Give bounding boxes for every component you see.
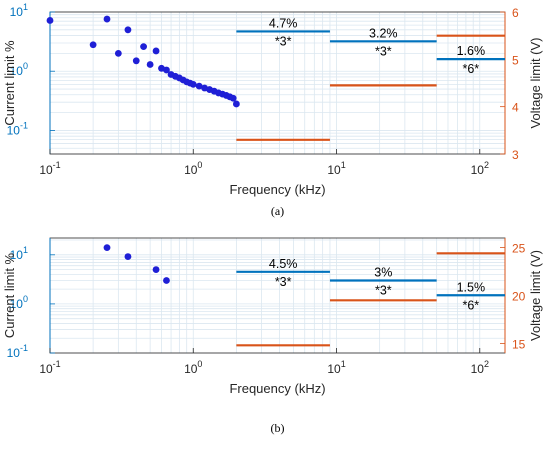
limit-percent-label: 4.7% bbox=[269, 16, 298, 30]
x-tick-label: 100 bbox=[184, 359, 202, 376]
data-point bbox=[152, 47, 160, 55]
x-tick-label: 10-1 bbox=[39, 359, 60, 376]
data-point bbox=[195, 82, 203, 90]
yl-tick-label-base: 10 bbox=[7, 346, 21, 360]
yl-tick-label: 10-1 bbox=[7, 343, 28, 360]
x-tick-label: 102 bbox=[471, 359, 489, 376]
x-tick-label-exp: 2 bbox=[484, 359, 489, 369]
limit-multiplier-label: *3* bbox=[375, 44, 392, 58]
yr-tick-label: 20 bbox=[512, 290, 526, 304]
data-point bbox=[163, 66, 170, 74]
yl-tick-label: 101 bbox=[10, 2, 28, 19]
x-tick-label-base: 10 bbox=[39, 163, 53, 177]
x-tick-label-exp: 1 bbox=[341, 359, 346, 369]
yr-tick-label: 25 bbox=[512, 242, 526, 256]
voltage-limit-segments bbox=[236, 34, 505, 141]
limit-multiplier-label: *6* bbox=[462, 298, 479, 312]
yl-tick-label-exp: -1 bbox=[20, 120, 28, 130]
x-tick-label-base: 10 bbox=[471, 163, 485, 177]
limit-multiplier-label: *3* bbox=[375, 283, 392, 297]
data-point bbox=[189, 80, 197, 88]
x-tick-label: 101 bbox=[327, 359, 345, 376]
left-axis-label: Current limit % bbox=[2, 40, 17, 126]
data-point bbox=[103, 244, 111, 252]
current-limit-segments: 4.7% *3* 3.2% *3* 1.6% *6* bbox=[236, 16, 505, 76]
yr-tick-label: 3 bbox=[512, 148, 519, 162]
x-tick-label-exp: 2 bbox=[484, 160, 489, 170]
data-point bbox=[103, 15, 111, 23]
x-tick-label-base: 10 bbox=[184, 362, 198, 376]
x-tick-label-exp: 0 bbox=[197, 160, 202, 170]
data-point bbox=[152, 266, 160, 273]
x-tick-label: 10-1 bbox=[39, 160, 60, 177]
right-axis-label: Voltage limit (V) bbox=[528, 250, 543, 341]
yl-tick-label-exp: -1 bbox=[20, 343, 28, 353]
limit-percent-label: 1.6% bbox=[457, 44, 486, 58]
x-tick-label-base: 10 bbox=[39, 362, 53, 376]
left-axis-label: Current limit % bbox=[2, 252, 17, 338]
data-point bbox=[140, 43, 147, 51]
yl-tick-label-base: 10 bbox=[10, 5, 24, 19]
data-point bbox=[229, 94, 237, 102]
yr-tick-label: 5 bbox=[512, 53, 519, 67]
yl-tick-label-base: 10 bbox=[10, 297, 24, 311]
current-points bbox=[46, 15, 240, 108]
right-axis-label: Voltage limit (V) bbox=[528, 37, 543, 128]
data-point bbox=[46, 17, 54, 24]
limit-percent-label: 1.5% bbox=[457, 280, 486, 294]
figure-caption: (b) bbox=[271, 421, 285, 435]
yl-tick-label-exp: 1 bbox=[23, 2, 28, 12]
limit-percent-label: 3% bbox=[374, 265, 392, 279]
current-limit-segments: 4.5% *3* 3% *3* 1.5% *6* bbox=[236, 257, 505, 312]
data-point bbox=[114, 49, 122, 57]
yl-tick-label: 101 bbox=[10, 245, 28, 262]
x-axis-label: Frequency (kHz) bbox=[229, 381, 325, 396]
yl-tick-label-base: 10 bbox=[7, 123, 21, 137]
limit-percent-label: 4.5% bbox=[269, 257, 298, 271]
x-tick-label-exp: -1 bbox=[53, 160, 61, 170]
data-point bbox=[132, 57, 140, 65]
data-point bbox=[124, 26, 132, 34]
yr-tick-label: 15 bbox=[512, 337, 526, 351]
yl-tick-label-base: 10 bbox=[10, 248, 24, 262]
limit-multiplier-label: *6* bbox=[462, 62, 479, 76]
data-point bbox=[89, 41, 97, 49]
x-tick-label-exp: 1 bbox=[341, 160, 346, 170]
yl-tick-label-base: 10 bbox=[10, 64, 24, 78]
limit-percent-label: 3.2% bbox=[369, 26, 398, 40]
voltage-limit-segments bbox=[236, 252, 505, 347]
x-tick-label-base: 10 bbox=[184, 163, 198, 177]
limit-multiplier-label: *3* bbox=[275, 34, 292, 48]
data-point bbox=[163, 277, 170, 284]
data-point bbox=[232, 100, 240, 108]
data-point bbox=[146, 61, 154, 68]
yl-tick-label: 100 bbox=[10, 294, 28, 311]
grid bbox=[49, 11, 505, 155]
figure-caption: (a) bbox=[271, 204, 284, 218]
x-tick-label: 100 bbox=[184, 160, 202, 177]
x-tick-label-base: 10 bbox=[327, 362, 341, 376]
x-tick-label-exp: -1 bbox=[53, 359, 61, 369]
yl-tick-label-exp: 1 bbox=[23, 245, 28, 255]
yl-tick-label-exp: 0 bbox=[23, 61, 28, 71]
x-axis-label: Frequency (kHz) bbox=[229, 182, 325, 197]
limit-multiplier-label: *3* bbox=[275, 275, 292, 289]
current-points bbox=[103, 244, 170, 284]
yl-tick-label: 10-1 bbox=[7, 120, 28, 137]
x-tick-label-base: 10 bbox=[327, 163, 341, 177]
data-point bbox=[124, 253, 132, 260]
x-tick-label: 101 bbox=[327, 160, 345, 177]
x-tick-label: 102 bbox=[471, 160, 489, 177]
yr-tick-label: 4 bbox=[512, 101, 519, 115]
yl-tick-label: 100 bbox=[10, 61, 28, 78]
x-tick-label-exp: 0 bbox=[197, 359, 202, 369]
x-tick-label-base: 10 bbox=[471, 362, 485, 376]
yr-tick-label: 6 bbox=[512, 6, 519, 20]
yl-tick-label-exp: 0 bbox=[23, 294, 28, 304]
